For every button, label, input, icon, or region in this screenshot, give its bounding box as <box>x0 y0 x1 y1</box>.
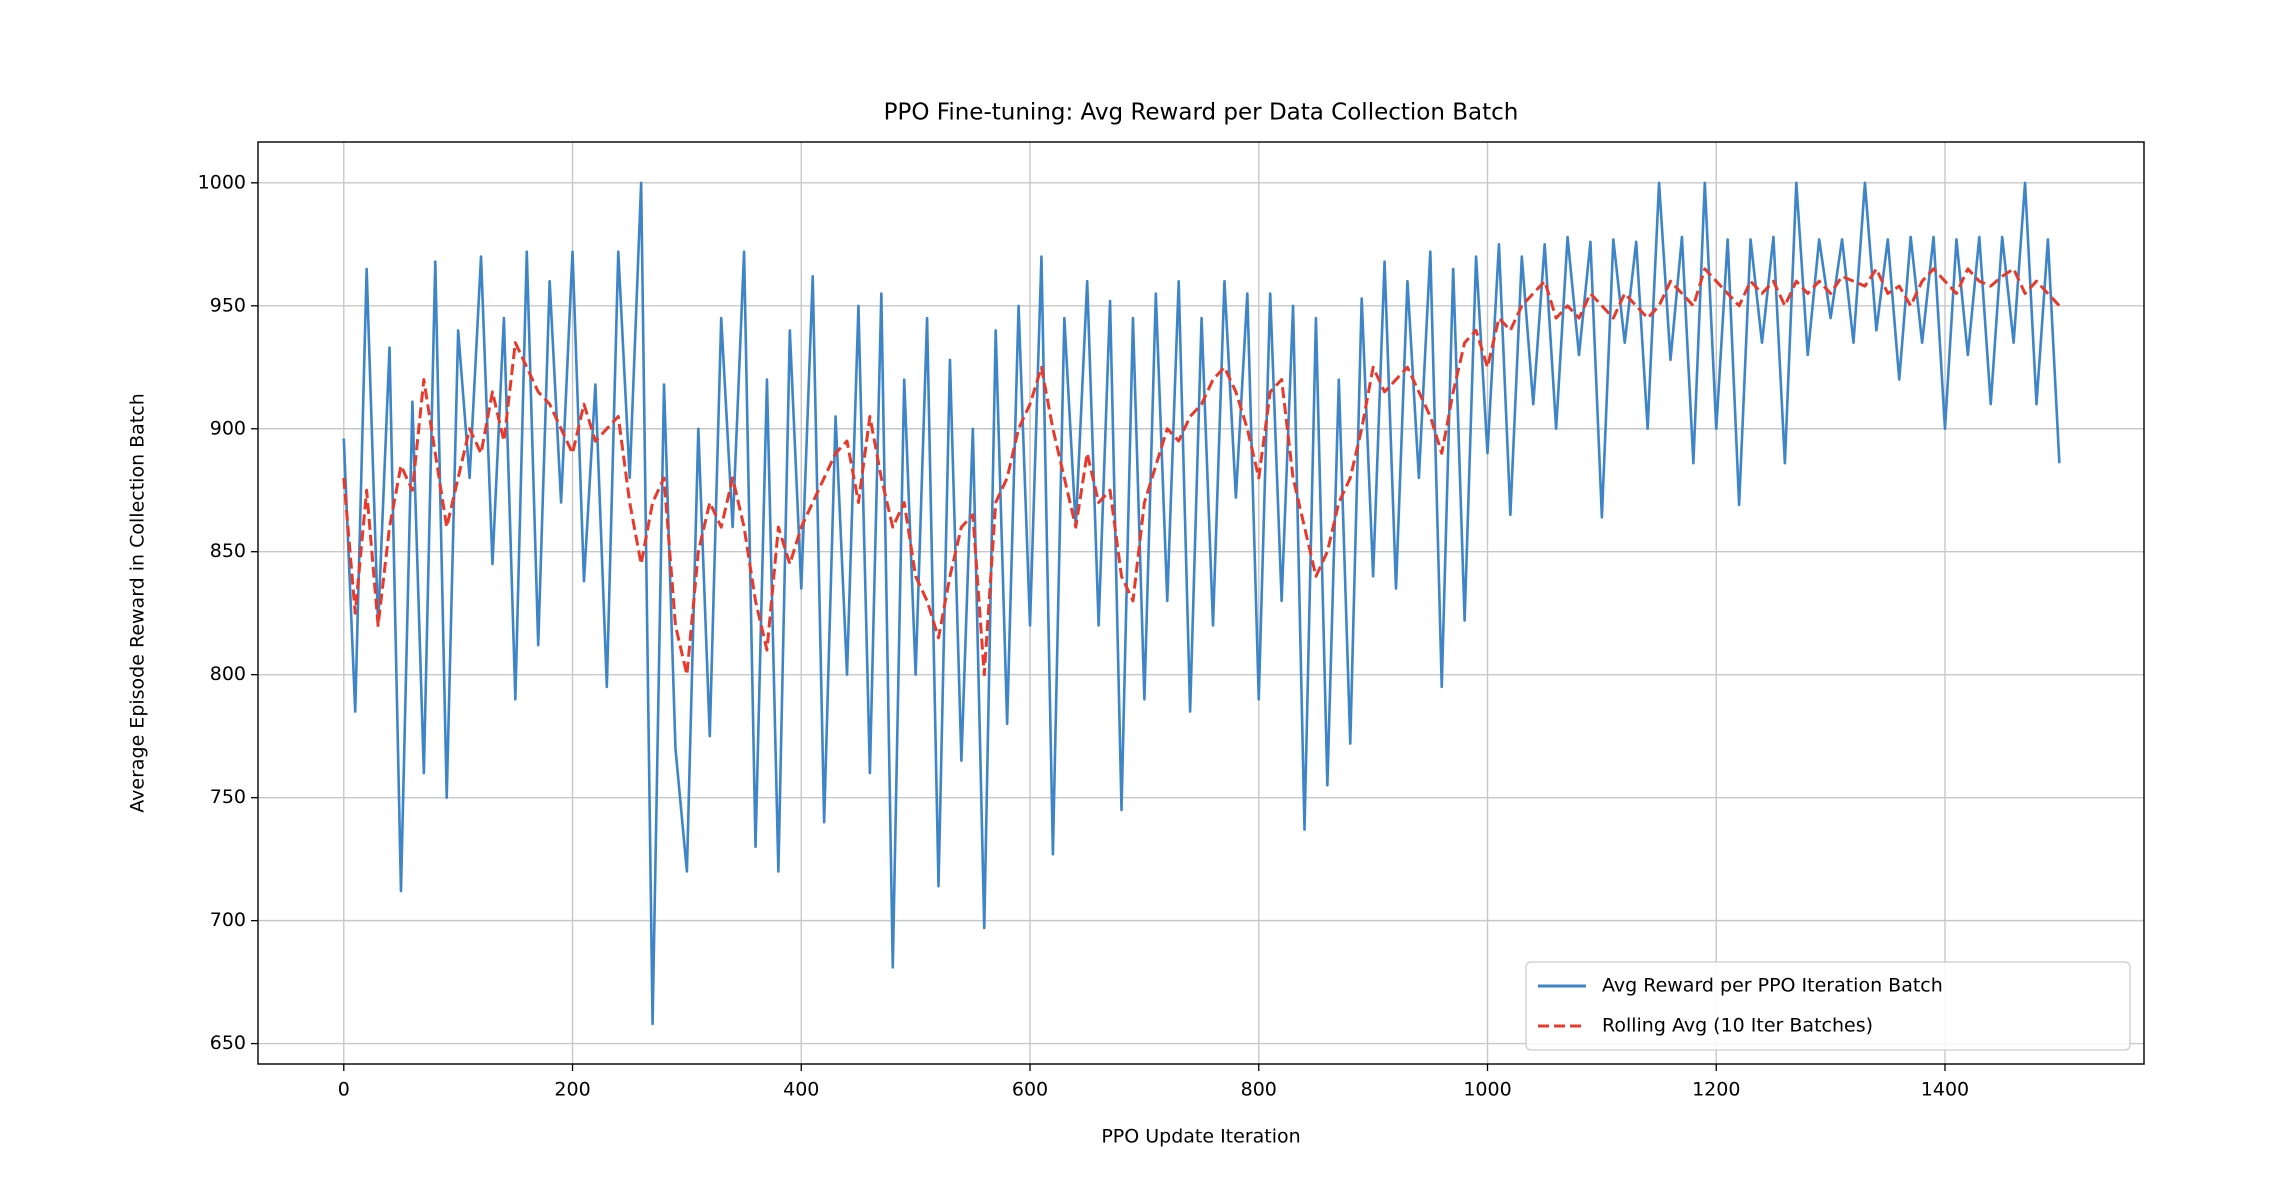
x-axis-label: PPO Update Iteration <box>1101 1126 1300 1148</box>
x-tick-label: 0 <box>338 1079 350 1101</box>
x-tick-label: 1200 <box>1692 1079 1740 1101</box>
chart-title: PPO Fine-tuning: Avg Reward per Data Col… <box>884 100 1519 126</box>
x-tick-label: 800 <box>1241 1079 1277 1101</box>
series-line <box>342 181 2061 1026</box>
y-tick-label: 750 <box>210 786 246 808</box>
y-tick-label: 950 <box>210 294 246 316</box>
plot-frame <box>257 141 2145 1065</box>
legend-label: Rolling Avg (10 Iter Batches) <box>1602 1015 1873 1037</box>
y-tick-label: 850 <box>210 540 246 562</box>
y-tick-label: 900 <box>210 417 246 439</box>
x-tick-label: 600 <box>1012 1079 1048 1101</box>
legend-label: Avg Reward per PPO Iteration Batch <box>1602 975 1943 997</box>
legend-box <box>1525 961 2131 1051</box>
x-tick-label: 400 <box>783 1079 819 1101</box>
series-line <box>342 267 2061 677</box>
y-axis-label: Average Episode Reward in Collection Bat… <box>127 393 149 813</box>
y-tick-label: 650 <box>210 1032 246 1054</box>
x-tick-label: 200 <box>554 1079 590 1101</box>
y-tick-label: 700 <box>210 909 246 931</box>
x-tick-label: 1000 <box>1463 1079 1511 1101</box>
y-tick-label: 1000 <box>198 171 246 193</box>
y-tick-label: 800 <box>210 663 246 685</box>
x-tick-label: 1400 <box>1921 1079 1969 1101</box>
